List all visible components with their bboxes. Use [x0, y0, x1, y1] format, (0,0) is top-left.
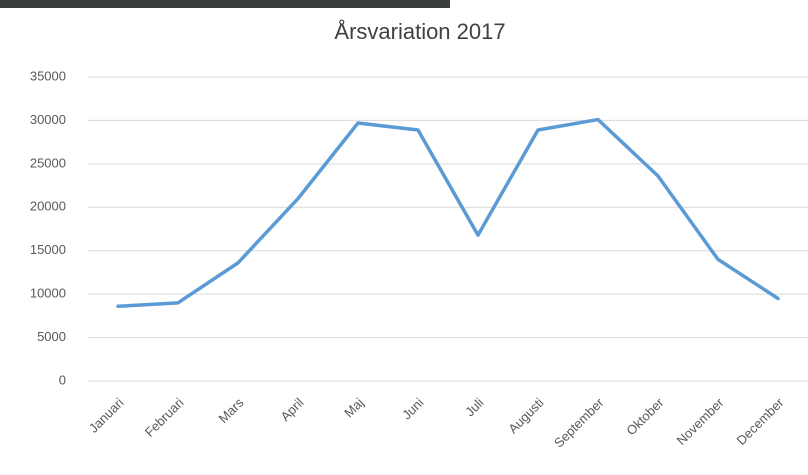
x-tick-label: Augusti	[505, 395, 546, 436]
x-tick-label: September	[551, 394, 607, 450]
y-tick-label: 20000	[30, 199, 66, 214]
x-tick-label: April	[278, 395, 307, 424]
y-tick-label: 15000	[30, 242, 66, 257]
x-tick-label: December	[734, 394, 787, 447]
line-series	[116, 117, 780, 309]
y-tick-label: 35000	[30, 68, 66, 83]
x-tick-label: November	[674, 394, 727, 447]
y-tick-label: 10000	[30, 286, 66, 301]
x-tick-label: Maj	[341, 395, 366, 420]
y-tick-label: 30000	[30, 112, 66, 127]
chart-title: Årsvariation 2017	[334, 19, 505, 44]
y-tick-label: 0	[59, 372, 66, 387]
x-tick-label: Januari	[86, 395, 127, 436]
y-tick-label: 5000	[37, 329, 66, 344]
x-tick-label: Juli	[462, 395, 486, 419]
x-tick-label: Oktober	[623, 394, 667, 438]
x-tick-label: Juni	[399, 395, 427, 423]
photo-strip	[0, 0, 450, 8]
x-tick-label: Mars	[216, 395, 247, 426]
x-tick-label: Februari	[142, 395, 187, 440]
y-tick-label: 25000	[30, 155, 66, 170]
